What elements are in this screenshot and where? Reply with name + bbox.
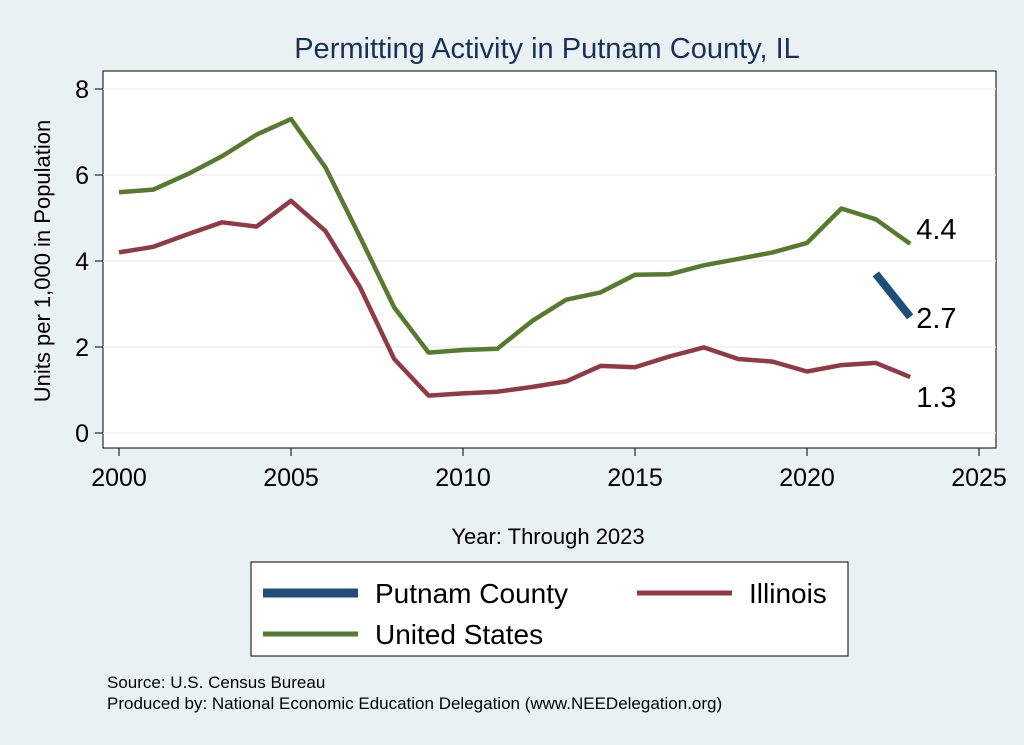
y-tick-label-8: 8 bbox=[75, 76, 89, 104]
series-line-illinois bbox=[118, 198, 912, 398]
series-line-putnam-county bbox=[872, 271, 914, 320]
x-tick-label-2005: 2005 bbox=[263, 464, 319, 492]
chart-title: Permitting Activity in Putnam County, IL bbox=[294, 33, 800, 65]
producer-note: Produced by: National Economic Education… bbox=[107, 694, 722, 713]
x-tick-label-2025: 2025 bbox=[951, 464, 1007, 492]
source-note: Source: U.S. Census Bureau bbox=[107, 673, 325, 692]
legend-label-illinois: Illinois bbox=[749, 578, 827, 609]
legend-label-united-states: United States bbox=[375, 619, 543, 650]
end-label-putnam-county: 2.7 bbox=[916, 303, 956, 335]
end-label-united-states: 4.4 bbox=[916, 214, 956, 246]
legend: Putnam County Illinois United States bbox=[263, 578, 827, 650]
x-tick-label-2010: 2010 bbox=[435, 464, 491, 492]
end-label-illinois: 1.3 bbox=[916, 382, 956, 414]
y-tick-label-0: 0 bbox=[75, 420, 89, 448]
y-tick-label-2: 2 bbox=[75, 334, 89, 362]
plot-area bbox=[102, 70, 997, 449]
x-tick-label-2020: 2020 bbox=[779, 464, 835, 492]
x-tick-label-2015: 2015 bbox=[607, 464, 663, 492]
legend-box bbox=[250, 561, 849, 657]
x-axis-title: Year: Through 2023 bbox=[451, 524, 644, 549]
y-tick-label-4: 4 bbox=[75, 248, 89, 276]
gridlines bbox=[103, 88, 996, 434]
series-lines bbox=[118, 116, 914, 398]
y-axis: 0 2 4 6 8 bbox=[75, 76, 103, 448]
x-axis: 2000 2005 2010 2015 2020 2025 bbox=[91, 448, 1007, 492]
x-tick-label-2000: 2000 bbox=[91, 464, 147, 492]
legend-label-putnam-county: Putnam County bbox=[375, 578, 568, 609]
y-tick-label-6: 6 bbox=[75, 162, 89, 190]
series-line-united-states bbox=[118, 116, 912, 355]
y-axis-title: Units per 1,000 in Population bbox=[30, 120, 55, 403]
end-labels: 4.4 1.3 2.7 bbox=[916, 214, 956, 414]
